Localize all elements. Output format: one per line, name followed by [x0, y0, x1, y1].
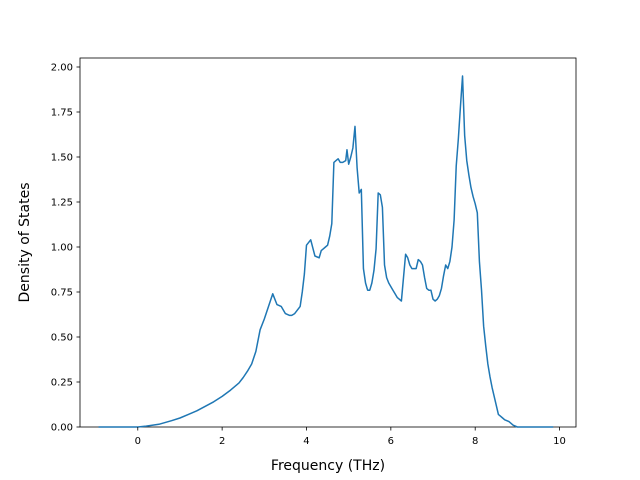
y-tick-label: 0.00 [51, 423, 73, 434]
x-tick-label: 6 [388, 436, 394, 447]
axes-frame [79, 57, 577, 428]
y-tick-label: 1.50 [51, 153, 73, 164]
x-tick-label: 10 [553, 436, 566, 447]
y-tick-label: 2.00 [51, 63, 73, 74]
plot-area [79, 57, 577, 428]
y-tick-label: 1.25 [51, 198, 73, 209]
y-tick-label: 1.00 [51, 243, 73, 254]
x-tick-label: 8 [472, 436, 478, 447]
y-tick-label: 0.75 [51, 288, 73, 299]
x-tick-label: 2 [219, 436, 225, 447]
y-tick-label: 0.25 [51, 378, 73, 389]
dos-series-line [98, 75, 554, 428]
y-tick-label: 0.50 [51, 333, 73, 344]
y-axis-ticks: 0.00 0.25 0.50 0.75 1.00 1.25 1.50 1.75 2.00 [51, 63, 80, 434]
y-tick-label: 1.75 [51, 108, 73, 119]
x-tick-label: 4 [303, 436, 309, 447]
x-tick-label: 0 [135, 436, 141, 447]
y-axis-label: Density of States [17, 183, 33, 303]
x-axis-label: Frequency (THz) [271, 458, 385, 474]
x-axis-ticks: 0 2 4 6 8 10 [135, 427, 566, 447]
